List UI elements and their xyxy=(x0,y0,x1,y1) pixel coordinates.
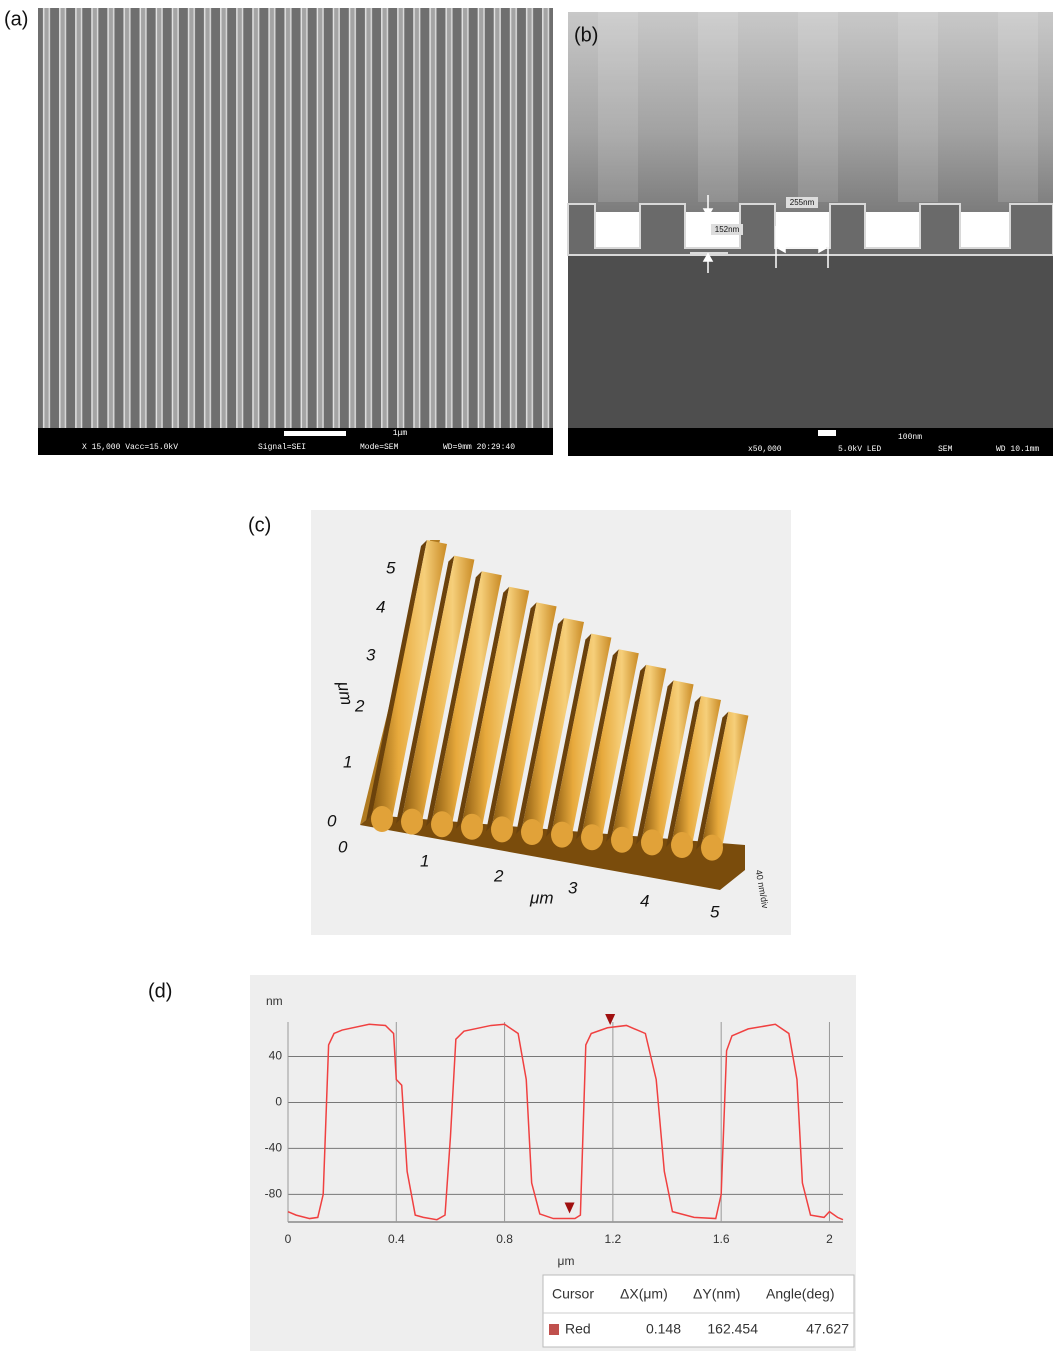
afm-ridge-end xyxy=(551,822,573,848)
table-cell: 47.627 xyxy=(806,1321,849,1337)
sem-footer-text: x50,000 xyxy=(748,445,782,454)
sem-footer-text: Signal=SEI xyxy=(258,443,306,452)
sem-footer-text: 5.0kV LED xyxy=(838,445,881,454)
scale-label: 1μm xyxy=(393,429,408,438)
afm-x-tick: 4 xyxy=(640,891,649,910)
panel-label: (a) xyxy=(4,8,28,30)
afm-ridge-end xyxy=(641,829,663,855)
afm-x-tick: 3 xyxy=(568,878,578,897)
panel-label: (d) xyxy=(148,980,172,1002)
afm-ridge-end xyxy=(491,816,513,842)
afm-ridge-end xyxy=(611,827,633,853)
sem-footer-text: X 15,000 Vacc=15.0kV xyxy=(82,443,178,452)
y-tick-label: 0 xyxy=(275,1095,282,1109)
panel-label: (c) xyxy=(248,514,271,536)
afm-y-tick: 5 xyxy=(386,558,396,577)
y-tick-label: -80 xyxy=(265,1187,283,1201)
scale-label: 100nm xyxy=(898,433,922,442)
afm-ridge-end xyxy=(431,811,453,837)
sem-footer-text: WD 10.1mm xyxy=(996,445,1039,454)
afm-x-tick: 1 xyxy=(420,851,429,870)
x-axis-label: μm xyxy=(558,1254,575,1268)
afm-ridge-end xyxy=(671,832,693,858)
table-header: Cursor xyxy=(552,1286,594,1302)
y-tick-label: 40 xyxy=(269,1049,283,1063)
x-tick-label: 1.6 xyxy=(713,1232,730,1246)
x-tick-label: 0.8 xyxy=(496,1232,513,1246)
afm-x-tick: 2 xyxy=(493,866,504,885)
afm-y-tick: 3 xyxy=(366,645,376,664)
y-axis-label: nm xyxy=(266,994,283,1008)
annotation: 255nm xyxy=(790,198,815,207)
x-tick-label: 0.4 xyxy=(388,1232,405,1246)
sem-substrate xyxy=(568,248,1053,428)
sem-footer-text: Mode=SEM xyxy=(360,443,399,452)
sem-image xyxy=(38,8,553,428)
x-tick-label: 2 xyxy=(826,1232,833,1246)
scale-bar xyxy=(818,430,836,436)
sem-footer xyxy=(568,428,1053,456)
panel-label: (b) xyxy=(574,24,598,46)
afm-ridge-end xyxy=(461,814,483,840)
afm-x-tick: 0 xyxy=(338,837,348,856)
afm-ridge-end xyxy=(701,835,723,861)
figure: (a) 1μm X 15,000 Vacc=15.0kV Signal=SEI … xyxy=(0,0,1053,1351)
table-header: ΔY(nm) xyxy=(693,1286,740,1302)
table-header: Angle(deg) xyxy=(766,1286,835,1302)
table-cell: 0.148 xyxy=(646,1321,681,1337)
afm-ridge-end xyxy=(401,809,423,835)
sem-footer-text: WD=9mm 20:29:40 xyxy=(443,443,515,452)
afm-y-tick: 4 xyxy=(376,597,385,616)
x-tick-label: 1.2 xyxy=(605,1232,622,1246)
y-tick-label: -40 xyxy=(265,1141,283,1155)
annotation: 152nm xyxy=(715,225,740,234)
afm-ridge-end xyxy=(581,824,603,850)
afm-ridge-end xyxy=(521,819,543,845)
sem-footer-text: SEM xyxy=(938,445,953,454)
table-header: ΔX(μm) xyxy=(620,1286,668,1302)
x-tick-label: 0 xyxy=(285,1232,292,1246)
afm-x-label: μm xyxy=(529,888,553,907)
afm-y-tick: 0 xyxy=(327,811,337,830)
table-cell: 162.454 xyxy=(707,1321,758,1337)
scale-bar xyxy=(284,431,346,436)
cursor-swatch xyxy=(549,1324,559,1335)
afm-x-tick: 5 xyxy=(710,902,720,921)
table-cell: Red xyxy=(565,1321,591,1337)
sem-texture xyxy=(568,12,1053,202)
afm-y-tick: 1 xyxy=(343,752,352,771)
afm-ridge-end xyxy=(371,806,393,832)
